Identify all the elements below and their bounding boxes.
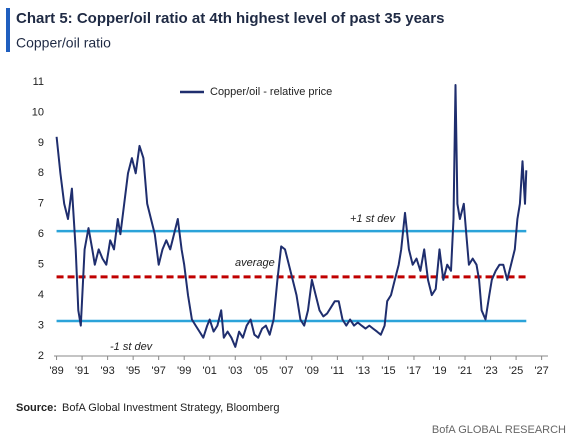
y-tick-label: 2 <box>38 350 44 362</box>
x-tick-label: '01 <box>203 365 217 377</box>
y-tick-label: 9 <box>38 137 44 149</box>
x-tick-label: '15 <box>381 365 395 377</box>
source-label: Source: <box>16 402 57 414</box>
y-tick-label: 8 <box>38 167 44 179</box>
y-tick-label: 6 <box>38 228 44 240</box>
x-tick-label: '95 <box>126 365 140 377</box>
data-line <box>55 84 528 348</box>
x-tick-label: '23 <box>483 365 497 377</box>
reference-label: average <box>235 257 275 269</box>
x-tick-label: '21 <box>458 365 472 377</box>
x-tick-label: '13 <box>356 365 370 377</box>
y-tick-label: 7 <box>38 198 44 210</box>
x-tick-label: '05 <box>254 365 268 377</box>
chart-title: Chart 5: Copper/oil ratio at 4th highest… <box>16 10 444 27</box>
y-tick-label: 5 <box>38 259 44 271</box>
x-tick-label: '97 <box>151 365 165 377</box>
x-tick-label: '11 <box>331 365 345 377</box>
y-tick-label: 10 <box>32 106 44 118</box>
reference-label: -1 st dev <box>110 341 154 353</box>
source: BofA Global Investment Strategy, Bloombe… <box>62 402 279 414</box>
legend-label: Copper/oil - relative price <box>210 86 332 98</box>
reference-label: +1 st dev <box>350 213 396 225</box>
y-tick-label: 3 <box>38 319 44 331</box>
chart-subtitle: Copper/oil ratio <box>16 35 111 51</box>
y-tick-label: 4 <box>38 289 44 301</box>
x-tick-label: '07 <box>279 365 293 377</box>
x-tick-label: '03 <box>228 365 242 377</box>
footer: BofA GLOBAL RESEARCH <box>432 424 566 436</box>
x-tick-label: '91 <box>75 365 89 377</box>
x-tick-label: '27 <box>534 365 548 377</box>
y-tick-label: 11 <box>33 76 44 88</box>
x-tick-label: '17 <box>407 365 421 377</box>
x-tick-label: '89 <box>49 365 63 377</box>
x-tick-label: '19 <box>432 365 446 377</box>
x-tick-label: '09 <box>305 365 319 377</box>
title-accent <box>6 8 10 52</box>
x-tick-label: '93 <box>100 365 114 377</box>
x-tick-label: '25 <box>509 365 523 377</box>
x-tick-label: '99 <box>177 365 191 377</box>
